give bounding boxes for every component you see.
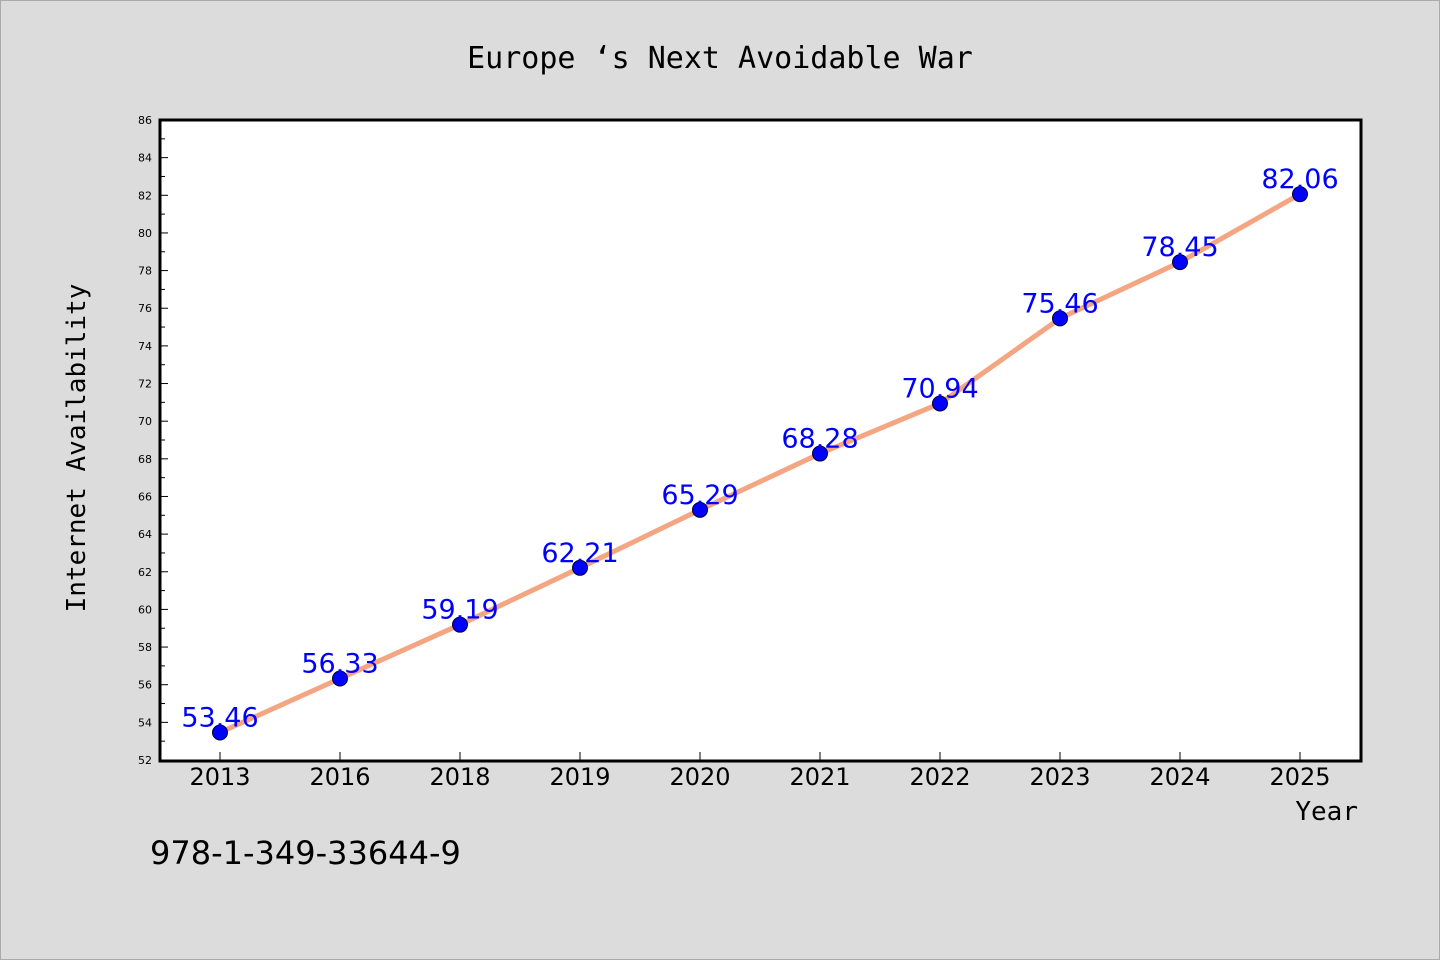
y-tick-label: 56 [138, 679, 152, 692]
data-label: 82.06 [1261, 164, 1338, 195]
data-labels: 53.46 56.33 59.19 62.21 65.29 68.28 70.94 75.46… [181, 164, 1338, 733]
x-tick-label: 2018 [429, 763, 490, 791]
y-tick-label: 80 [138, 227, 152, 240]
y-tick-label: 68 [138, 453, 152, 466]
y-tick-label: 66 [138, 490, 152, 503]
x-tick-label: 2019 [549, 763, 610, 791]
y-tick-label: 82 [138, 189, 152, 202]
x-tick-label: 2022 [909, 763, 970, 791]
x-tick-label: 2021 [789, 763, 850, 791]
plot-area [158, 118, 1363, 763]
x-tick-label: 2025 [1269, 763, 1330, 791]
data-point [1172, 254, 1188, 271]
isbn-text: 978-1-349-33644-9 [150, 834, 461, 872]
series-markers [212, 186, 1308, 741]
y-tick-label: 86 [138, 114, 152, 127]
data-point [932, 395, 948, 412]
x-axis: 2013 2016 2018 2019 2020 2021 2022 2023 2024 2025 [189, 752, 1331, 791]
y-tick-label: 60 [138, 603, 152, 616]
x-tick-label: 2020 [669, 763, 730, 791]
data-label: 68.28 [781, 424, 858, 455]
y-tick-label: 54 [138, 716, 152, 729]
data-point [812, 445, 828, 462]
data-label: 70.94 [901, 373, 978, 404]
y-tick-label: 76 [138, 302, 152, 315]
y-axis-label: Internet Availability [62, 284, 92, 613]
chart-title: Europe ‘s Next Avoidable War [467, 41, 973, 76]
data-label: 59.19 [421, 595, 498, 626]
data-point [572, 559, 588, 576]
y-tick-label: 58 [138, 641, 152, 654]
y-tick-label: 84 [138, 152, 152, 165]
data-point [1292, 186, 1308, 203]
data-point [1052, 310, 1068, 327]
x-axis-label: Year [1295, 797, 1358, 827]
y-tick-label: 78 [138, 265, 152, 278]
data-point [212, 724, 228, 741]
data-point [332, 670, 348, 687]
x-tick-label: 2023 [1029, 763, 1090, 791]
x-tick-label: 2013 [189, 763, 250, 791]
data-point [452, 616, 468, 633]
y-axis: 52 54 56 58 60 62 64 66 68 70 72 74 76 78 80 82 84 86 [138, 114, 168, 767]
data-label: 62.21 [541, 538, 618, 569]
y-tick-label: 70 [138, 415, 152, 428]
y-tick-label: 52 [138, 754, 152, 767]
data-point [692, 501, 708, 518]
x-tick-label: 2016 [309, 763, 370, 791]
y-tick-label: 72 [138, 378, 152, 391]
series-line [218, 191, 1302, 735]
data-label: 56.33 [301, 648, 378, 679]
data-label: 75.46 [1021, 288, 1098, 319]
data-label: 65.29 [661, 480, 738, 511]
y-tick-label: 62 [138, 566, 152, 579]
y-tick-label: 64 [138, 528, 152, 541]
y-tick-label: 74 [138, 340, 152, 353]
data-label: 78.45 [1141, 232, 1218, 263]
data-label: 53.46 [181, 703, 258, 734]
x-tick-label: 2024 [1149, 763, 1210, 791]
